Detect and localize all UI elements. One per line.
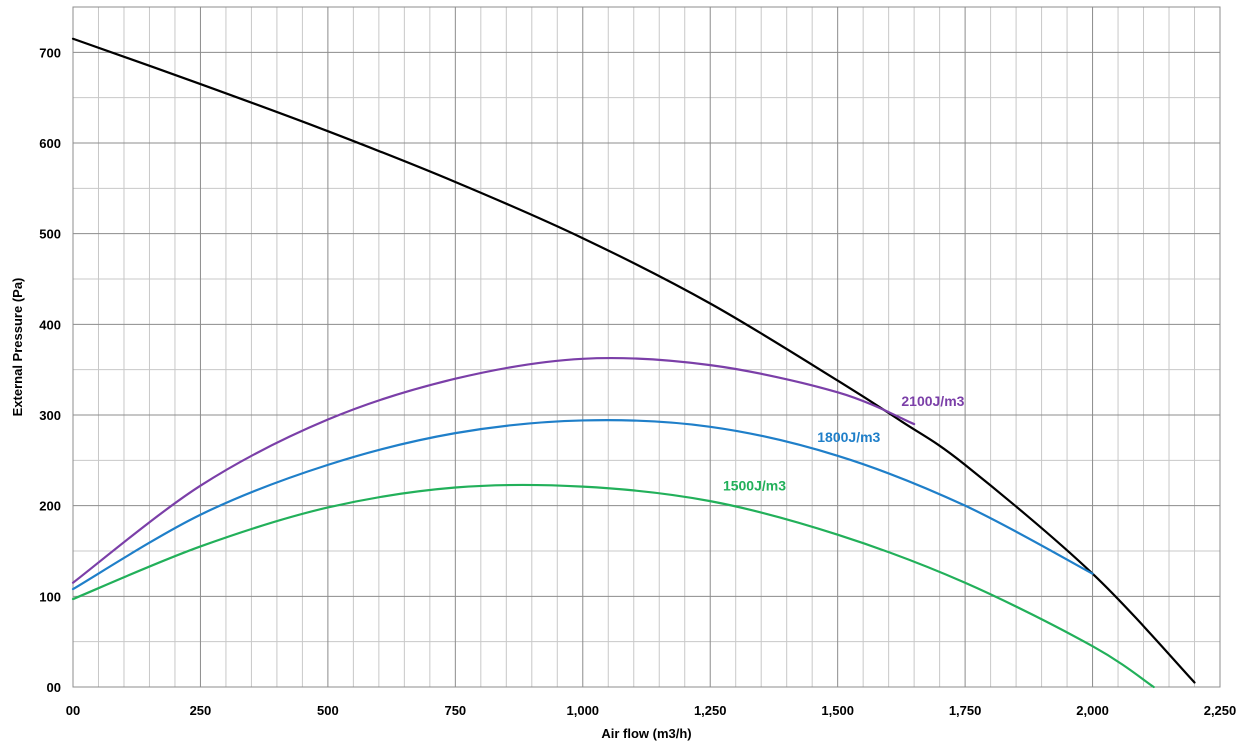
series-label: 1800J/m3 (817, 429, 880, 445)
series-label: 1500J/m3 (723, 477, 786, 493)
x-axis-title: Air flow (m3/h) (601, 726, 691, 741)
y-tick-label: 200 (39, 499, 61, 514)
x-tick-label: 1,000 (567, 703, 600, 718)
x-tick-label: 2,250 (1204, 703, 1237, 718)
x-tick-label: 1,250 (694, 703, 727, 718)
y-tick-label: 700 (39, 45, 61, 60)
series-line-1800 (71, 419, 1094, 591)
series-line-1500 (71, 483, 1155, 689)
x-axis-ticks: 00 250 500 750 1,000 1,250 1,500 1,750 2,000 2,25… (66, 703, 1237, 718)
minor-grid (73, 6, 1220, 687)
x-tick-label: 1,500 (821, 703, 854, 718)
y-tick-label: 600 (39, 136, 61, 151)
y-tick-label: 00 (47, 680, 61, 695)
series-annotations: 2100J/m3 1800J/m3 1500J/m3 (723, 393, 965, 493)
y-tick-label: 100 (39, 589, 61, 604)
y-axis-ticks: 00 100 200 300 400 500 600 700 (39, 45, 61, 695)
x-tick-label: 500 (317, 703, 339, 718)
y-tick-label: 300 (39, 408, 61, 423)
x-tick-label: 1,750 (949, 703, 982, 718)
x-tick-label: 250 (190, 703, 212, 718)
series-line-2100 (71, 356, 916, 584)
x-tick-label: 2,000 (1076, 703, 1109, 718)
x-tick-label: 00 (66, 703, 80, 718)
plot-frame (72, 6, 1221, 688)
major-grid (72, 7, 1221, 688)
series-label: 2100J/m3 (901, 393, 964, 409)
series-lines (71, 37, 1196, 689)
y-tick-label: 400 (39, 317, 61, 332)
y-axis-title: External Pressure (Pa) (10, 278, 25, 417)
x-tick-label: 750 (444, 703, 466, 718)
series-line-max (71, 37, 1196, 684)
y-tick-label: 500 (39, 227, 61, 242)
